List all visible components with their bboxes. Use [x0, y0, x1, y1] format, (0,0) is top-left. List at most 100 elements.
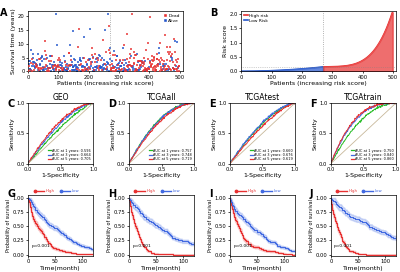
Point — [49, 65, 55, 69]
Point — [167, 59, 174, 63]
Point — [172, 67, 179, 71]
Point — [66, 63, 72, 67]
Point — [93, 65, 100, 70]
Point — [134, 68, 140, 72]
Point — [142, 59, 148, 63]
Point — [33, 61, 40, 66]
Point — [124, 32, 130, 36]
Title: GEO: GEO — [52, 93, 69, 102]
X-axis label: Time(month): Time(month) — [343, 265, 384, 271]
Point — [82, 68, 88, 72]
Point — [119, 58, 126, 62]
Point — [28, 69, 35, 73]
Point — [152, 68, 158, 73]
Point — [138, 63, 144, 67]
Point — [42, 57, 49, 61]
Point — [25, 58, 31, 63]
Point — [163, 68, 169, 72]
Point — [40, 68, 47, 72]
Point — [136, 58, 142, 63]
Point — [174, 69, 180, 73]
Point — [92, 68, 99, 72]
Point — [117, 59, 123, 63]
Point — [148, 64, 154, 68]
Point — [122, 67, 128, 72]
Point — [37, 63, 43, 68]
Point — [166, 45, 173, 49]
Point — [74, 69, 80, 73]
Point — [29, 62, 36, 67]
Point — [48, 69, 54, 73]
Point — [129, 63, 136, 68]
Point — [87, 67, 93, 71]
Point — [45, 68, 51, 73]
Point — [110, 49, 117, 54]
Point — [120, 46, 126, 50]
Point — [86, 57, 92, 61]
X-axis label: 1-Specificity: 1-Specificity — [344, 174, 383, 178]
Point — [50, 63, 56, 67]
Point — [132, 67, 138, 72]
Point — [76, 67, 82, 72]
Text: I: I — [209, 189, 212, 199]
Legend: AUC at 1 years: 0.596, AUC at 3 years: 0.664, AUC at 5 years: 0.705: AUC at 1 years: 0.596, AUC at 3 years: 0… — [48, 148, 91, 162]
Point — [124, 64, 130, 68]
Point — [167, 50, 173, 54]
Point — [43, 67, 49, 71]
Point — [52, 63, 58, 67]
Point — [146, 58, 153, 63]
Point — [92, 60, 98, 64]
Point — [152, 68, 159, 72]
Point — [130, 68, 136, 72]
Point — [96, 66, 103, 70]
Point — [60, 68, 66, 72]
Point — [80, 69, 87, 73]
Point — [112, 65, 118, 70]
Point — [103, 62, 109, 67]
Point — [46, 58, 52, 63]
Point — [122, 58, 128, 62]
Point — [35, 68, 42, 72]
Point — [105, 61, 112, 66]
Point — [54, 43, 60, 47]
Point — [64, 62, 70, 66]
Point — [112, 53, 118, 57]
Point — [129, 11, 135, 16]
Point — [134, 58, 141, 63]
Point — [121, 68, 127, 73]
Point — [63, 67, 70, 72]
Point — [115, 62, 121, 66]
Point — [41, 68, 47, 72]
Point — [132, 67, 139, 71]
Point — [78, 59, 84, 64]
Point — [144, 41, 151, 45]
Point — [89, 53, 95, 58]
Point — [164, 57, 170, 62]
Point — [168, 54, 174, 58]
Point — [140, 68, 147, 72]
Point — [43, 63, 49, 67]
Point — [102, 62, 108, 66]
Point — [121, 63, 127, 67]
Point — [107, 63, 113, 67]
Point — [65, 66, 72, 70]
Point — [67, 42, 73, 47]
Point — [61, 66, 67, 70]
Point — [44, 63, 50, 68]
Point — [156, 51, 162, 55]
Point — [34, 62, 40, 67]
Point — [142, 66, 148, 70]
Text: p<0.001: p<0.001 — [31, 244, 50, 248]
Point — [92, 64, 98, 69]
Point — [163, 45, 170, 50]
Point — [166, 52, 172, 56]
Point — [74, 59, 81, 64]
Point — [147, 15, 154, 19]
Point — [58, 66, 64, 70]
Point — [95, 56, 102, 60]
Point — [132, 53, 138, 57]
Point — [109, 66, 115, 70]
Point — [170, 66, 176, 70]
Point — [43, 53, 50, 57]
Point — [25, 192, 31, 196]
